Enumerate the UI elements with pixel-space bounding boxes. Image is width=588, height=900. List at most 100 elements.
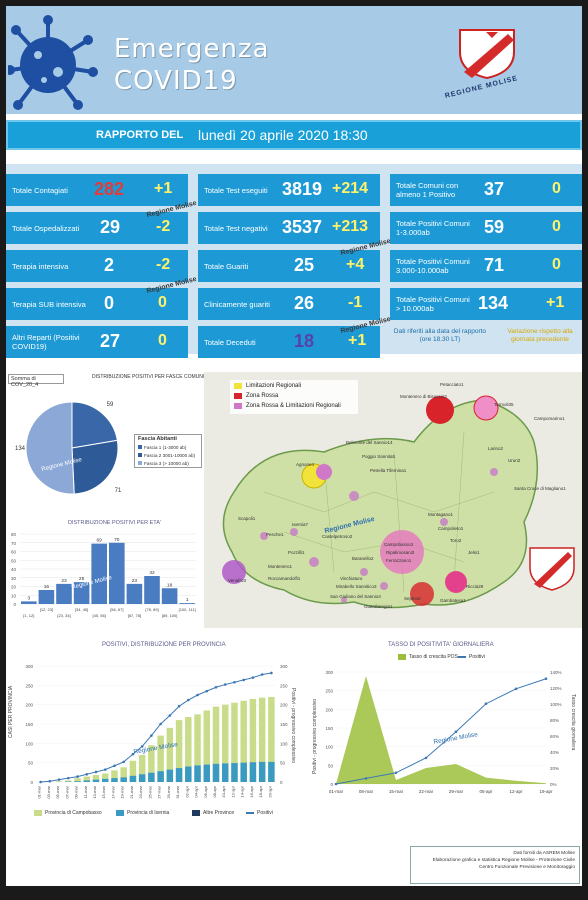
pie-legend-2: Fascia 2 3001-10000 ab) [138, 453, 195, 458]
prov-bar-campobasso [55, 781, 63, 782]
rate-y2-tick: 0% [550, 782, 557, 787]
prov-bar-isernia [74, 781, 81, 782]
prov-bar-campobasso [129, 760, 137, 782]
map-place-label: Termoli35 [494, 402, 514, 407]
map-place-label: Montagano1 [428, 512, 454, 517]
prov-positivi-point [242, 678, 245, 682]
map-place-label: Campobasso3 [384, 542, 414, 547]
rate-positivi-point [484, 702, 488, 706]
prov-bar-campobasso [166, 727, 174, 782]
prov-y-tick: 150 [25, 722, 33, 727]
stat-positivi-1-3000: Totale Positivi Comuni 1-3.000ab 59 0 [390, 212, 582, 244]
rate-y-tick: 150 [325, 726, 333, 731]
prov-y-tick: 50 [28, 761, 34, 766]
region-map: Limitazioni Regionali Zona Rossa Zona Ro… [204, 372, 582, 628]
rate-positivi-point [364, 777, 368, 780]
stat-label: Totale Comuni con almeno 1 Positivo [396, 181, 459, 199]
pie-label: 59 [107, 402, 114, 408]
map-place-label: Jelsi1 [468, 550, 480, 555]
age-bar-label: 23 [132, 578, 138, 584]
stat-label: Totale Deceduti [204, 337, 256, 347]
stat-delta: -2 [156, 256, 171, 273]
credit-line-1: Dati forniti da ASREM Molise [513, 851, 575, 856]
stat-value: 134 [478, 293, 509, 313]
prov-bar-campobasso [268, 696, 275, 782]
prov-x-tick: 13-mar [92, 785, 97, 798]
rate-y2-tick: 40% [550, 750, 559, 755]
stat-value: 59 [484, 217, 505, 237]
map-place-label: Santa Croce di Magliano1 [514, 486, 566, 491]
prov-bar-isernia [83, 780, 90, 782]
province-chart-title: POSITIVI, DISTRIBUZIONE PER PROVINCIA [102, 642, 226, 648]
age-x-tick: [89, 100] [162, 613, 178, 618]
note-variazione: Variazione rispetto alla giornata preced… [507, 328, 573, 343]
age-x-tick: [78, 89] [145, 607, 158, 612]
map-place-label: Pozzilli1 [288, 550, 305, 555]
prov-y2-tick: 300 [280, 664, 288, 669]
rate-x-tick: 05-apr [479, 789, 493, 794]
prov-bar-campobasso [194, 714, 201, 782]
map-place-label: Baranello2 [352, 556, 374, 561]
prov-bar-campobasso [157, 735, 164, 782]
prov-bar-isernia [240, 762, 247, 782]
stat-comuni-positivi: Totale Comuni con almeno 1 Positivo 37 0 [390, 174, 582, 206]
prov-bar-isernia [231, 763, 238, 782]
map-place-label: Vinchiaturo [340, 576, 363, 581]
stat-value: 37 [484, 179, 505, 199]
prov-y-tick: 200 [25, 703, 33, 708]
prov-bar-isernia [120, 777, 127, 782]
age-y-tick: 70 [11, 541, 17, 546]
prov-bar-campobasso [102, 773, 109, 782]
prov-y2-tick: 200 [280, 703, 288, 708]
prov-x-tick: 07-mar [64, 785, 69, 798]
map-place-label: Ripalimosani3 [386, 550, 415, 555]
legend-label: Provincia di Campobasso [45, 810, 102, 816]
stat-delta: 0 [158, 294, 167, 311]
legend-positivi-rate: Positivi [458, 654, 485, 660]
age-bar [179, 603, 195, 604]
stat-totale-guariti: Totale Guariti 25 +4 [198, 250, 380, 282]
note-data-riferiti: Dati riferiti alla data del rapporto (or… [393, 328, 487, 343]
stat-value: 18 [294, 331, 315, 351]
pie-sum-box: Somma di COV_20_4 [8, 374, 64, 388]
stat-totale-deceduti: Totale Deceduti 18 +1 [198, 326, 380, 358]
prov-x-tick: 25-mar [147, 785, 152, 798]
stat-value: 27 [100, 331, 121, 351]
bottom-charts: POSITIVI, DISTRIBUZIONE PER PROVINCIA 30… [6, 638, 582, 886]
age-x-tick: [23, 34] [57, 613, 70, 618]
prov-bar-isernia [175, 768, 183, 782]
age-x-tick: [1, 12] [23, 613, 34, 618]
legend-altre: Altre Province [192, 810, 234, 816]
middle-section: Somma di COV_20_4 DISTRIBUZIONE POSITIVI… [6, 362, 582, 630]
prov-bar-isernia [268, 761, 275, 782]
age-bar-label: 1 [186, 597, 189, 603]
rate-positivi-point [544, 677, 548, 681]
virus-icon [8, 15, 98, 110]
legend-isernia: Provincia di Isernia [116, 810, 169, 816]
legend-swatch [398, 654, 406, 660]
map-place-label: Gambatesa1 [440, 598, 466, 603]
prov-bar-campobasso [175, 720, 183, 782]
stat-label: Totale Test eseguiti [204, 185, 268, 195]
prov-y2-tick: 150 [280, 722, 288, 727]
stat-delta: +1 [154, 180, 173, 197]
pie-label: 71 [115, 488, 122, 494]
rate-x-tick: 29-mar [449, 789, 464, 794]
pie-slice [71, 439, 119, 495]
prov-bar-isernia [194, 765, 201, 782]
age-bar [38, 590, 55, 604]
age-x-tick: [67, 78] [128, 613, 141, 618]
map-place-label: Poggio Sannita5 [362, 454, 396, 459]
prov-x-tick: 18-apr [258, 785, 263, 797]
age-bar [161, 588, 178, 604]
prov-bar-isernia [129, 775, 137, 782]
prov-bar-isernia [102, 778, 109, 782]
rate-y2-tick: 140% [550, 670, 562, 675]
map-place-label: Montenero1 [268, 564, 293, 569]
age-bar-label: 32 [149, 570, 155, 576]
rate-y2-tick: 100% [550, 702, 562, 707]
rate-positivi-point [394, 771, 398, 775]
prov-bar-campobasso [240, 700, 247, 782]
credit-line-2: Elaborazione grafica e statistica Region… [432, 858, 575, 863]
